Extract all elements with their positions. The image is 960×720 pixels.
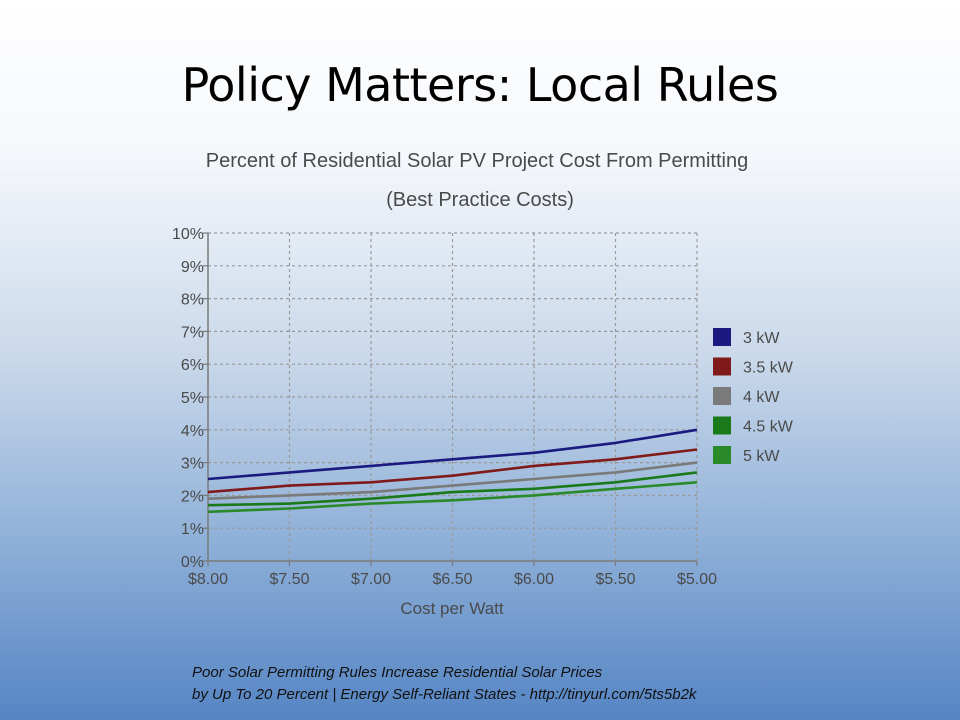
x-axis-ticks: $8.00 $7.50 $7.00 $6.50 $6.00 $5.50 $5.00 xyxy=(188,561,717,588)
source-caption: Poor Solar Permitting Rules Increase Res… xyxy=(192,662,892,706)
y-tick-label: 7% xyxy=(181,324,204,341)
series-lines xyxy=(207,428,698,514)
y-axis-ticks: 0% 1% 2% 3% 4% 5% 6% 7% 8% 9% 10% xyxy=(172,226,208,571)
x-tick-label: $7.50 xyxy=(269,571,309,588)
series-line-2 xyxy=(207,461,698,500)
legend-swatch-0 xyxy=(713,328,731,346)
legend-label-1: 3.5 kW xyxy=(743,360,794,377)
legend-label-2: 4 kW xyxy=(743,389,780,406)
x-tick-label: $6.50 xyxy=(432,571,472,588)
series-line-0 xyxy=(207,428,698,481)
chart-title: Percent of Residential Solar PV Project … xyxy=(205,150,749,172)
y-tick-label: 0% xyxy=(181,554,204,571)
y-tick-label: 8% xyxy=(181,292,204,309)
legend-label-0: 3 kW xyxy=(743,330,780,347)
legend-swatch-3 xyxy=(713,416,731,435)
chart-subtitle: (Best Practice Costs) xyxy=(386,189,574,211)
slide-title: Policy Matters: Local Rules xyxy=(181,58,779,112)
legend-swatch-1 xyxy=(713,357,731,376)
caption-line-1: Poor Solar Permitting Rules Increase Res… xyxy=(192,664,603,681)
legend-swatch-2 xyxy=(713,387,731,405)
x-tick-label: $7.00 xyxy=(351,571,391,588)
y-tick-label: 4% xyxy=(181,423,204,440)
series-line-4 xyxy=(207,481,698,514)
y-tick-label: 6% xyxy=(181,357,204,374)
x-tick-label: $5.00 xyxy=(677,571,717,588)
y-tick-label: 9% xyxy=(181,259,204,276)
grid xyxy=(208,232,698,561)
x-axis-label: Cost per Watt xyxy=(400,599,504,618)
y-tick-label: 5% xyxy=(181,390,204,407)
x-tick-label: $5.50 xyxy=(595,571,635,588)
legend: 3 kW 3.5 kW 4 kW 4.5 kW 5 kW xyxy=(713,328,794,465)
series-line-3 xyxy=(207,471,698,507)
legend-swatch-4 xyxy=(713,446,731,464)
y-tick-label: 1% xyxy=(181,521,204,538)
y-tick-label: 3% xyxy=(181,456,204,473)
legend-label-3: 4.5 kW xyxy=(743,419,794,436)
y-tick-label: 10% xyxy=(172,226,204,243)
caption-line-2: by Up To 20 Percent | Energy Self-Relian… xyxy=(192,686,697,703)
legend-label-4: 5 kW xyxy=(743,448,780,465)
x-tick-label: $6.00 xyxy=(514,571,554,588)
y-tick-label: 2% xyxy=(181,488,204,505)
series-line-1 xyxy=(207,448,698,494)
x-tick-label: $8.00 xyxy=(188,571,228,588)
